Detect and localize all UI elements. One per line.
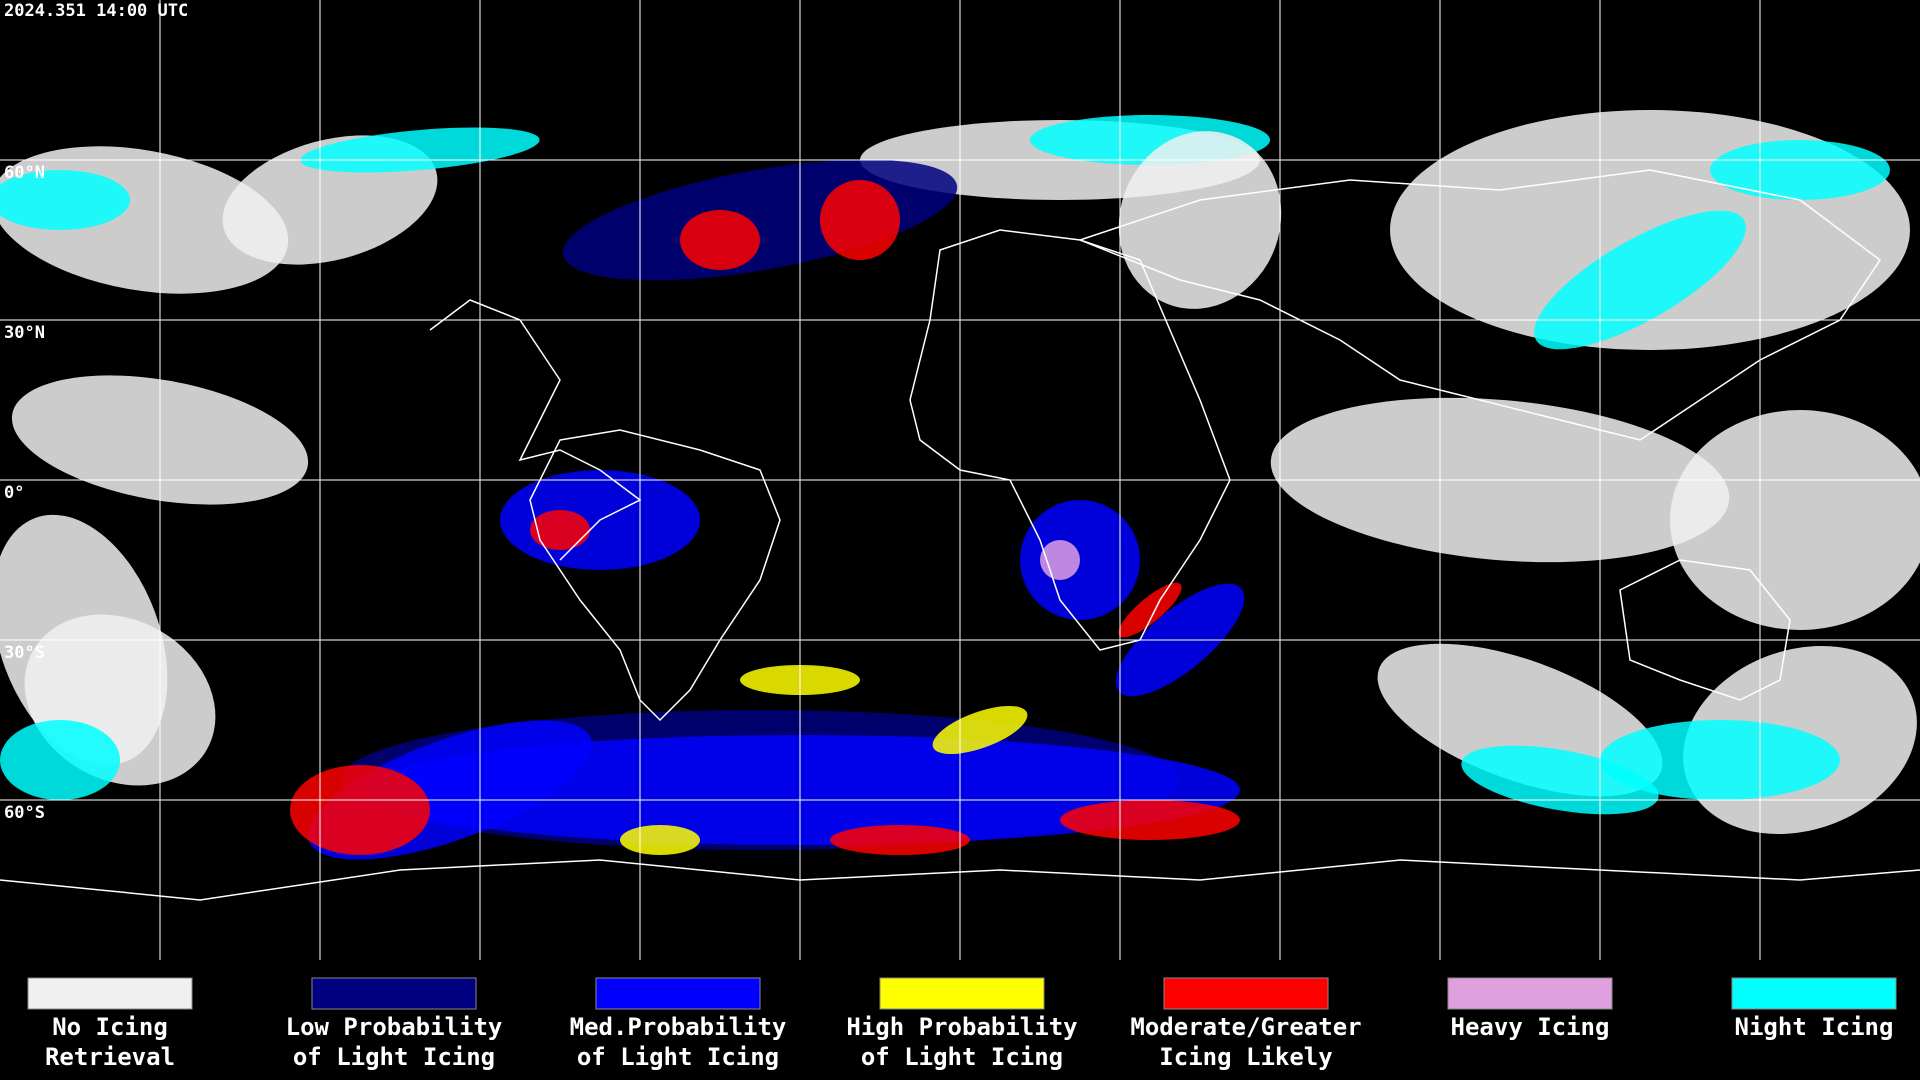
- legend-label: of Light Icing: [293, 1043, 495, 1071]
- coastline: [1077, 169, 1882, 441]
- cloud-region: [0, 170, 130, 230]
- satellite-imagery: [0, 110, 1920, 860]
- legend-label: Retrieval: [45, 1043, 175, 1071]
- latitude-label: 30°S: [4, 643, 45, 663]
- coastline: [1619, 559, 1791, 701]
- latitude-labels: 60°N 30°N 0° 30°S 60°S: [4, 163, 45, 823]
- legend-swatch: [311, 977, 477, 1010]
- latitude-label: 30°N: [4, 323, 45, 343]
- cloud-region: [1710, 140, 1890, 200]
- cloud-region: [680, 210, 760, 270]
- legend-label: Med.Probability: [570, 1013, 787, 1041]
- legend-swatch: [1731, 977, 1897, 1010]
- legend-label: Low Probability: [286, 1013, 503, 1041]
- legend-swatch: [1163, 977, 1329, 1010]
- legend-label: Heavy Icing: [1451, 1013, 1610, 1041]
- cloud-region: [1670, 410, 1920, 630]
- legend-label: Moderate/Greater: [1130, 1013, 1361, 1041]
- legend-label: No Icing: [52, 1013, 168, 1041]
- legend-label: Icing Likely: [1159, 1043, 1332, 1071]
- legend-swatch: [27, 977, 193, 1010]
- legend-label: of Light Icing: [577, 1043, 779, 1071]
- cloud-region: [932, 705, 1028, 755]
- latitude-label: 60°S: [4, 803, 45, 823]
- legend-swatch: [1447, 977, 1613, 1010]
- cloud-region: [820, 180, 900, 260]
- cloud-region: [1060, 800, 1240, 840]
- legend-swatch: [879, 977, 1045, 1010]
- coastline: [0, 859, 1920, 901]
- legend-label: Night Icing: [1735, 1013, 1894, 1041]
- legend-label: High Probability: [846, 1013, 1077, 1041]
- cloud-region: [290, 765, 430, 855]
- cloud-region: [0, 720, 120, 800]
- latitude-label: 0°: [4, 483, 24, 503]
- cloud-region: [830, 825, 970, 855]
- latitude-label: 60°N: [4, 163, 45, 183]
- graticule: [0, 0, 1920, 960]
- legend-swatch: [595, 977, 761, 1010]
- coastline: [529, 429, 781, 722]
- legend-label: of Light Icing: [861, 1043, 1063, 1071]
- cloud-region: [1118, 582, 1182, 638]
- cloud-region: [1118, 131, 1282, 309]
- cloud-region: [620, 825, 700, 855]
- cloud-region: [1534, 210, 1746, 350]
- cloud-region: [530, 510, 590, 550]
- timestamp: 2024.351 14:00 UTC: [4, 1, 188, 21]
- cloud-region: [1600, 720, 1840, 800]
- coastline: [429, 299, 642, 561]
